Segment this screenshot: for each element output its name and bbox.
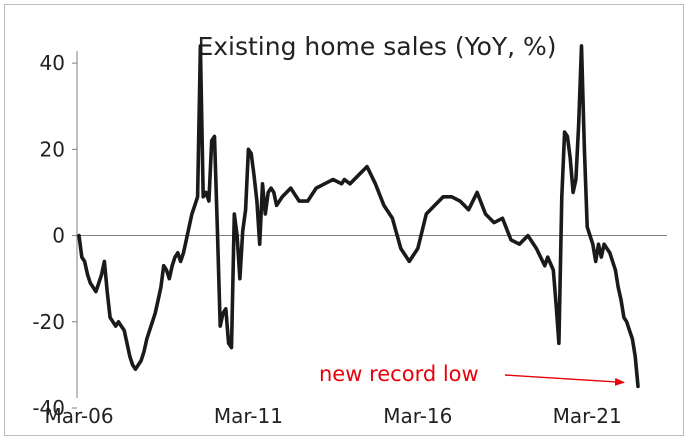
chart-title: Existing home sales (YoY, %) xyxy=(197,32,556,61)
x-tick-label: Mar-21 xyxy=(553,404,622,428)
x-axis: Mar-06 Mar-11 Mar-16 Mar-21 xyxy=(44,404,621,428)
x-tick-label: Mar-16 xyxy=(383,404,452,428)
x-tick-label: Mar-11 xyxy=(214,404,283,428)
y-tick-label: -20 xyxy=(32,310,65,334)
series-line xyxy=(77,44,640,389)
x-tick-label: Mar-06 xyxy=(44,404,113,428)
annotation-arrow xyxy=(504,374,625,386)
y-axis: -40 -20 0 20 40 xyxy=(32,51,77,420)
chart-frame: Existing home sales (YoY, %) -40 -20 0 20 40… xyxy=(4,4,684,436)
y-tick-label: -40 xyxy=(32,396,65,420)
y-tick-label: 0 xyxy=(52,224,65,248)
line-chart: Existing home sales (YoY, %) -40 -20 0 20 40… xyxy=(32,32,667,428)
y-tick-label: 20 xyxy=(40,137,65,161)
annotation-text: new record low xyxy=(319,362,479,386)
y-tick-label: 40 xyxy=(40,51,65,75)
series-points xyxy=(78,44,640,388)
